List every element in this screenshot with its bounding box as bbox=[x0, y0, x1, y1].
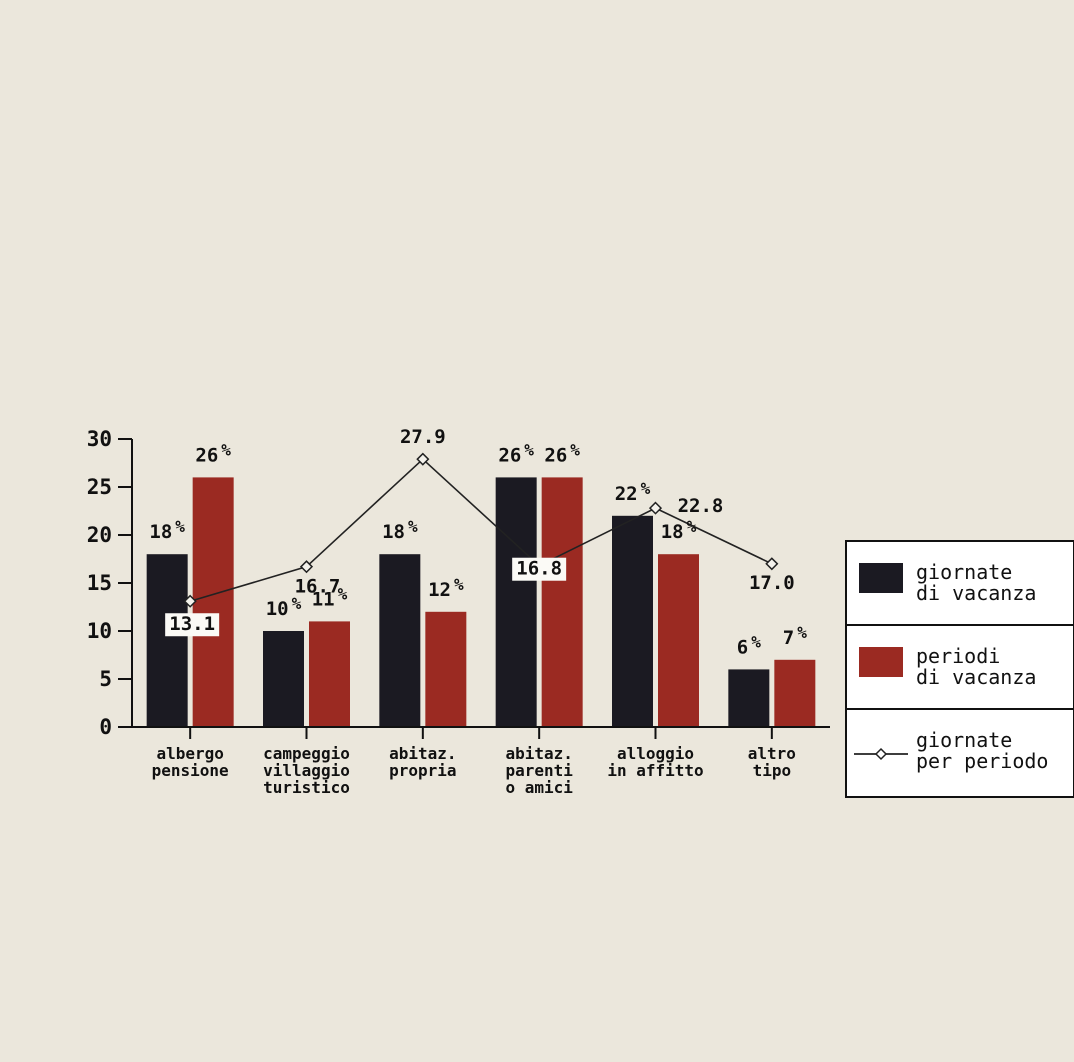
x-tick-label: pensione bbox=[152, 761, 229, 780]
y-tick-label: 0 bbox=[99, 715, 112, 739]
line-point-4 bbox=[648, 501, 663, 515]
bar-value-label-giornate-3: 26% bbox=[498, 440, 534, 466]
bar-value-label-giornate-2: 18% bbox=[382, 517, 418, 543]
legend-label-1: periodi bbox=[916, 644, 1000, 668]
x-tick-label: propria bbox=[389, 761, 456, 780]
y-tick-label: 10 bbox=[87, 619, 112, 643]
legend-label-0: giornate bbox=[916, 560, 1012, 584]
line-point-1 bbox=[299, 560, 314, 574]
labels-layer: 13.1 16.7 27.9 16.8 22.8 17.0 18 % 10 % 18 % 26 % 22 % 6… bbox=[149, 426, 807, 658]
bar-value-label-giornate-4: 22% bbox=[615, 479, 651, 505]
bar-value-label-giornate-1: 10% bbox=[266, 594, 302, 620]
line-point-5 bbox=[765, 557, 779, 571]
bar-value-label-periodi-5: 7% bbox=[783, 623, 807, 649]
line-value-label-3: 16.8 bbox=[516, 558, 562, 580]
x-tick-label: abitaz. bbox=[389, 744, 456, 763]
bar-giornate-3 bbox=[495, 477, 537, 727]
x-tick-label: alloggio bbox=[617, 744, 694, 763]
line-point-0 bbox=[183, 594, 197, 608]
x-tick-label: villaggio bbox=[263, 761, 350, 780]
bar-value-label-giornate-0: 18% bbox=[149, 517, 185, 543]
x-tick-label: campeggio bbox=[263, 744, 350, 763]
bar-value-label-periodi-2: 12% bbox=[428, 575, 464, 601]
legend-swatch-0 bbox=[859, 563, 903, 593]
x-tick-label: altro bbox=[748, 744, 796, 763]
legend-label-1: di vacanza bbox=[916, 665, 1036, 689]
legend-label-0: di vacanza bbox=[916, 581, 1036, 605]
series-line-giornate-per-periodo bbox=[189, 458, 773, 603]
bar-giornate-4 bbox=[612, 515, 653, 727]
bar-periodi-0 bbox=[192, 477, 234, 727]
line-label-box-3 bbox=[512, 557, 567, 581]
y-tick-label: 30 bbox=[87, 427, 112, 451]
legend-label-2: per periodo bbox=[916, 749, 1048, 773]
bar-value-label-giornate-5: 6% bbox=[737, 632, 761, 658]
bar-value-label-periodi-4: 18% bbox=[661, 517, 697, 543]
legend-diamond-marker bbox=[874, 747, 888, 761]
line-label-box-0 bbox=[165, 613, 220, 637]
bar-value-label-periodi-3: 26% bbox=[544, 440, 580, 466]
line-value-label-2: 27.9 bbox=[400, 426, 446, 448]
bars-layer bbox=[146, 477, 816, 727]
bar-value-label-periodi-1: 11% bbox=[312, 584, 348, 610]
y-tick-label: 15 bbox=[87, 571, 112, 595]
bar-periodi-2 bbox=[425, 611, 467, 727]
bar-periodi-5 bbox=[774, 659, 816, 727]
line-value-label-5: 17.0 bbox=[749, 572, 795, 594]
x-tick-label: turistico bbox=[263, 778, 350, 797]
legend-label-2: giornate bbox=[916, 728, 1012, 752]
y-tick-label: 20 bbox=[87, 523, 112, 547]
bar-giornate-0 bbox=[146, 554, 188, 727]
x-tick-label: parenti bbox=[505, 761, 573, 780]
x-tick-label: abitaz. bbox=[505, 744, 572, 763]
x-tick-label: tipo bbox=[753, 761, 792, 780]
bar-giornate-1 bbox=[263, 631, 304, 727]
bar-giornate-2 bbox=[379, 554, 421, 727]
x-tick-label: in affitto bbox=[607, 761, 703, 780]
line-point-2 bbox=[416, 452, 430, 466]
x-tick-label: o amici bbox=[505, 778, 573, 797]
bar-periodi-3 bbox=[541, 477, 583, 727]
x-tick-label: albergo bbox=[156, 744, 223, 763]
y-tick-label: 25 bbox=[87, 475, 112, 499]
line-value-label-4: 22.8 bbox=[678, 495, 724, 517]
line-value-label-0: 13.1 bbox=[169, 613, 215, 635]
bar-value-label-periodi-0: 26% bbox=[195, 440, 231, 466]
bar-periodi-4 bbox=[658, 554, 699, 727]
bar-periodi-1 bbox=[309, 621, 350, 727]
bar-giornate-5 bbox=[728, 669, 770, 727]
legend-swatch-1 bbox=[859, 647, 903, 677]
line-value-label-1: 16.7 bbox=[295, 576, 341, 598]
y-tick-label: 5 bbox=[99, 667, 112, 691]
